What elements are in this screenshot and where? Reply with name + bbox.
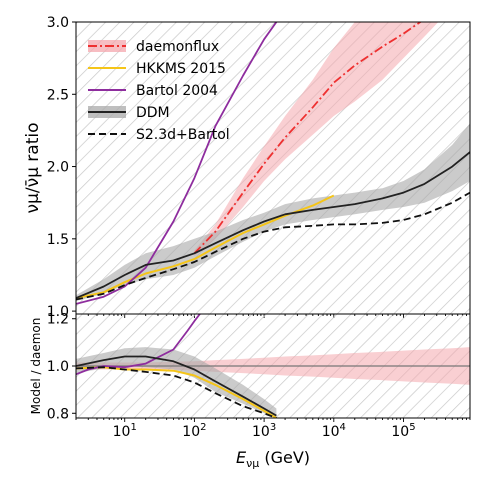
legend-label: DDM — [136, 105, 170, 121]
x-axis-label: 101 102 103 104 105 Eνμ (GeV) — [113, 422, 416, 470]
legend-label: daemonflux — [136, 39, 219, 55]
xtick-label: 102 — [182, 422, 206, 440]
ratio-ytick-label: 0.8 — [47, 406, 69, 422]
legend-item-hkkms-2015: HKKMS 2015 — [88, 61, 226, 77]
main-ytick-label: 1.5 — [47, 232, 69, 248]
main-panel: 1.0 1.5 2.0 2.5 3.0 νμ/ν̄μ ratio — [23, 15, 471, 320]
xtick-label: 103 — [252, 422, 276, 440]
ratio-band-ddm — [76, 347, 277, 418]
main-ytick-label: 2.0 — [47, 160, 69, 176]
legend-label: S2.3d+Bartol — [136, 127, 230, 143]
legend: daemonflux HKKMS 2015 Bartol 2004 DDM S2.3d+… — [88, 39, 230, 143]
ratio-ylabel: Model / daemon — [29, 318, 43, 415]
main-ytick-label: 2.5 — [47, 87, 69, 103]
main-series-ddm — [76, 151, 470, 299]
ratio-ytick-label: 1.0 — [47, 359, 69, 375]
xtick-label: 104 — [322, 422, 346, 440]
legend-item-ddm: DDM — [88, 105, 170, 121]
ratio-ytick-label: 1.2 — [47, 312, 69, 328]
ratio-series-s2-3d-bartol — [76, 366, 277, 418]
main-ylabel: νμ/ν̄μ ratio — [23, 123, 43, 214]
ratio-series-ddm — [76, 355, 277, 417]
main-band-ddm — [76, 123, 470, 301]
main-series-bartol-2004 — [76, 22, 278, 305]
legend-label: HKKMS 2015 — [136, 61, 226, 77]
main-series-daemonflux — [193, 22, 422, 254]
legend-label: Bartol 2004 — [136, 83, 218, 99]
main-series-s2-3d-bartol — [76, 191, 470, 301]
legend-item-s2-3d-bartol: S2.3d+Bartol — [88, 127, 230, 143]
xtick-label: 101 — [113, 422, 137, 440]
xtick-label: 105 — [391, 422, 415, 440]
main-band-daemonflux — [194, 22, 439, 257]
main-ytick-label: 1.0 — [47, 304, 69, 320]
legend-item-daemonflux: daemonflux — [88, 39, 219, 55]
legend-item-bartol-2004: Bartol 2004 — [88, 83, 218, 99]
x-axis-title: Eνμ (GeV) — [236, 448, 310, 470]
main-ytick-label: 3.0 — [47, 15, 69, 31]
ratio-panel: 0.8 1.0 1.2 Model / daemon — [29, 312, 471, 422]
